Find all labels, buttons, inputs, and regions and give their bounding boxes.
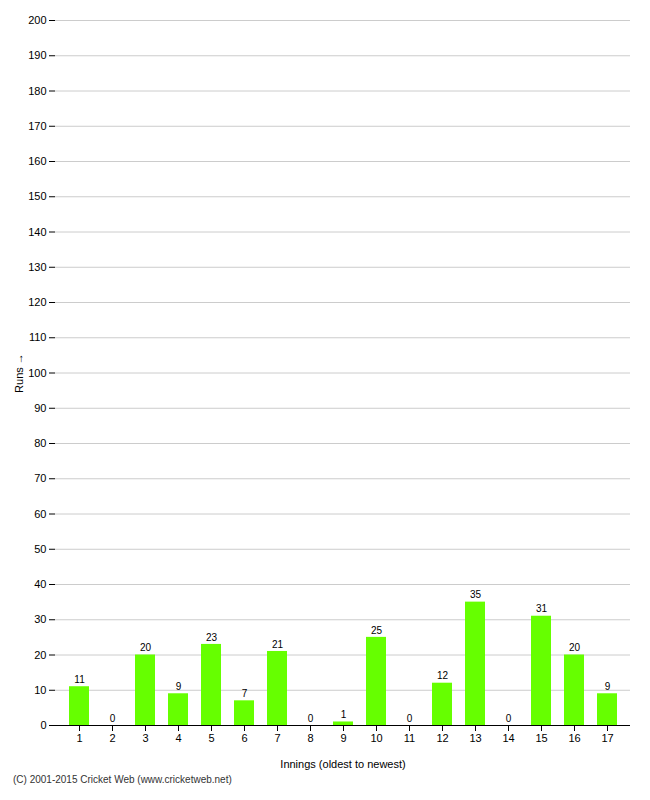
svg-text:100: 100 — [28, 367, 46, 379]
svg-text:23: 23 — [206, 632, 218, 643]
svg-text:200: 200 — [28, 14, 46, 26]
svg-text:110: 110 — [29, 331, 47, 343]
svg-text:13: 13 — [469, 732, 481, 744]
svg-text:70: 70 — [34, 472, 46, 484]
svg-text:1: 1 — [76, 732, 82, 744]
svg-text:7: 7 — [242, 688, 248, 699]
svg-text:90: 90 — [34, 402, 46, 414]
svg-text:5: 5 — [208, 732, 214, 744]
svg-text:21: 21 — [272, 639, 284, 650]
svg-text:31: 31 — [536, 603, 548, 614]
svg-text:Runs →: Runs → — [13, 353, 25, 393]
svg-text:3: 3 — [142, 732, 148, 744]
svg-text:130: 130 — [28, 261, 46, 273]
svg-text:0: 0 — [308, 713, 314, 724]
svg-text:190: 190 — [28, 49, 46, 61]
svg-text:10: 10 — [34, 684, 46, 696]
svg-text:14: 14 — [502, 732, 514, 744]
svg-text:40: 40 — [34, 578, 46, 590]
svg-text:8: 8 — [307, 732, 313, 744]
svg-text:12: 12 — [436, 732, 448, 744]
svg-text:30: 30 — [34, 613, 46, 625]
svg-text:12: 12 — [437, 670, 449, 681]
svg-text:50: 50 — [34, 543, 46, 555]
svg-text:35: 35 — [470, 589, 482, 600]
svg-text:120: 120 — [28, 296, 46, 308]
svg-text:Innings (oldest to newest): Innings (oldest to newest) — [280, 758, 405, 770]
svg-text:9: 9 — [605, 681, 611, 692]
html-text:(C) 2001-2015 Cricket Web (www: (C) 2001-2015 Cricket Web (www.cricketwe… — [13, 774, 232, 785]
svg-text:17: 17 — [601, 732, 613, 744]
svg-text:11: 11 — [74, 674, 85, 685]
svg-text:140: 140 — [28, 226, 46, 238]
svg-text:20: 20 — [569, 642, 581, 653]
svg-text:10: 10 — [370, 732, 382, 744]
svg-text:20: 20 — [34, 649, 46, 661]
svg-text:15: 15 — [535, 732, 547, 744]
svg-text:0: 0 — [407, 713, 413, 724]
svg-text:9: 9 — [340, 732, 346, 744]
svg-text:80: 80 — [34, 437, 46, 449]
svg-text:1: 1 — [341, 709, 347, 720]
svg-text:9: 9 — [176, 681, 182, 692]
svg-text:160: 160 — [28, 155, 46, 167]
svg-text:170: 170 — [28, 120, 46, 132]
svg-text:25: 25 — [371, 625, 383, 636]
svg-text:0: 0 — [40, 719, 46, 731]
svg-text:0: 0 — [110, 713, 116, 724]
svg-text:0: 0 — [506, 713, 512, 724]
svg-text:60: 60 — [34, 508, 46, 520]
svg-text:7: 7 — [274, 732, 280, 744]
svg-text:150: 150 — [28, 190, 46, 202]
svg-text:16: 16 — [568, 732, 580, 744]
svg-text:20: 20 — [140, 642, 152, 653]
svg-text:2: 2 — [109, 732, 115, 744]
svg-text:4: 4 — [175, 732, 181, 744]
svg-text:11: 11 — [404, 732, 415, 744]
svg-text:180: 180 — [28, 85, 46, 97]
svg-text:6: 6 — [241, 732, 247, 744]
